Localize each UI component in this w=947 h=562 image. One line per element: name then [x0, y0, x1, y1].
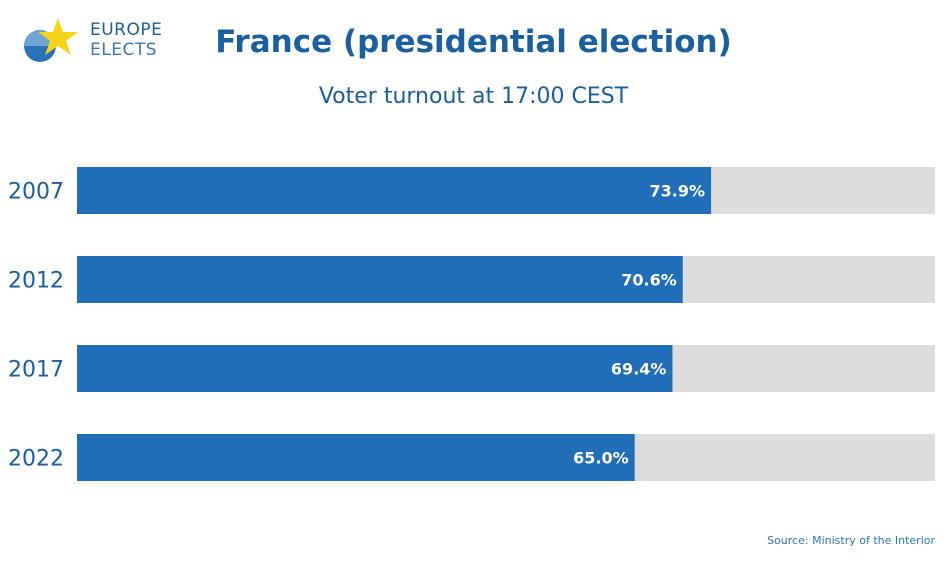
- logo-text-elects: ELECTS: [90, 40, 157, 60]
- source-note: Source: Ministry of the Interior: [767, 534, 935, 547]
- data-label: 73.9%: [650, 182, 706, 201]
- bar: [77, 434, 635, 481]
- bar: [77, 256, 683, 303]
- logo-emblem-icon: [24, 18, 78, 62]
- data-label: 65.0%: [573, 449, 629, 468]
- category-tick-label: 2012: [8, 269, 64, 294]
- data-label: 69.4%: [611, 360, 667, 379]
- chart-title: France (presidential election): [215, 24, 732, 60]
- logo-text-europe: EUROPE: [90, 20, 163, 40]
- category-tick-label: 2007: [8, 180, 64, 205]
- bar: [77, 167, 712, 214]
- europe-elects-logo: EUROPE ELECTS: [20, 16, 163, 66]
- data-label: 70.6%: [621, 271, 677, 290]
- chart-subtitle: Voter turnout at 17:00 CEST: [318, 84, 629, 109]
- bar: [77, 345, 673, 392]
- category-tick-label: 2017: [8, 358, 64, 383]
- category-tick-label: 2022: [8, 447, 64, 472]
